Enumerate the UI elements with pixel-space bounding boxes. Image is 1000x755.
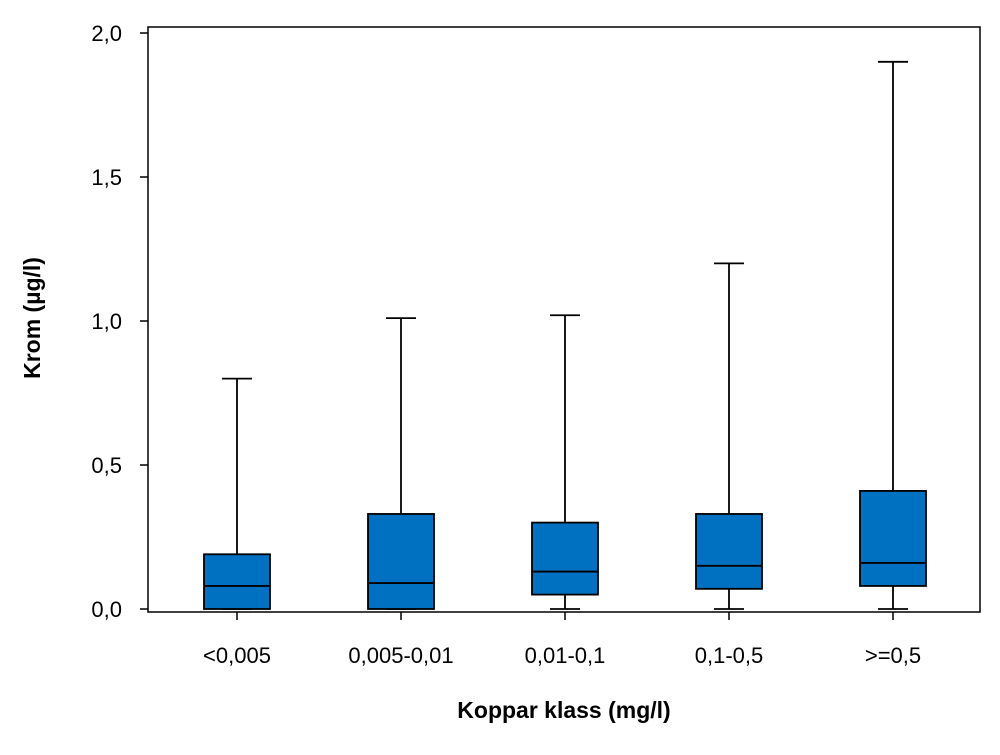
y-axis-label: Krom (µg/l): [19, 257, 45, 379]
box-group: [203, 377, 271, 610]
x-tick-label: >=0,5: [865, 643, 921, 668]
y-tick-label: 2,0: [91, 21, 122, 46]
box-iqr: [531, 521, 599, 596]
x-tick-label: <0,005: [203, 643, 271, 668]
x-axis-label: Koppar klass (mg/l): [457, 697, 670, 723]
x-axis: <0,005 0,005-0,01 0,01-0,1 0,1-0,5 >=0,5: [203, 612, 921, 668]
box-iqr: [203, 553, 271, 610]
box-group: [531, 314, 599, 610]
box-iqr: [859, 490, 927, 587]
x-tick-label: 0,01-0,1: [525, 643, 606, 668]
box-series: [203, 60, 927, 610]
y-axis: 0,0 0,5 1,0 1,5 2,0: [91, 21, 148, 622]
y-tick-label: 1,5: [91, 165, 122, 190]
box-iqr: [367, 513, 435, 610]
x-tick-label: 0,005-0,01: [348, 643, 453, 668]
plot-frame: [147, 26, 981, 613]
y-tick-label: 0,5: [91, 453, 122, 478]
y-tick-label: 1,0: [91, 309, 122, 334]
box-iqr: [695, 513, 763, 590]
x-tick-label: 0,1-0,5: [695, 643, 764, 668]
box-group: [367, 317, 435, 610]
box-group: [695, 262, 763, 610]
y-tick-label: 0,0: [91, 597, 122, 622]
box-group: [859, 60, 927, 610]
